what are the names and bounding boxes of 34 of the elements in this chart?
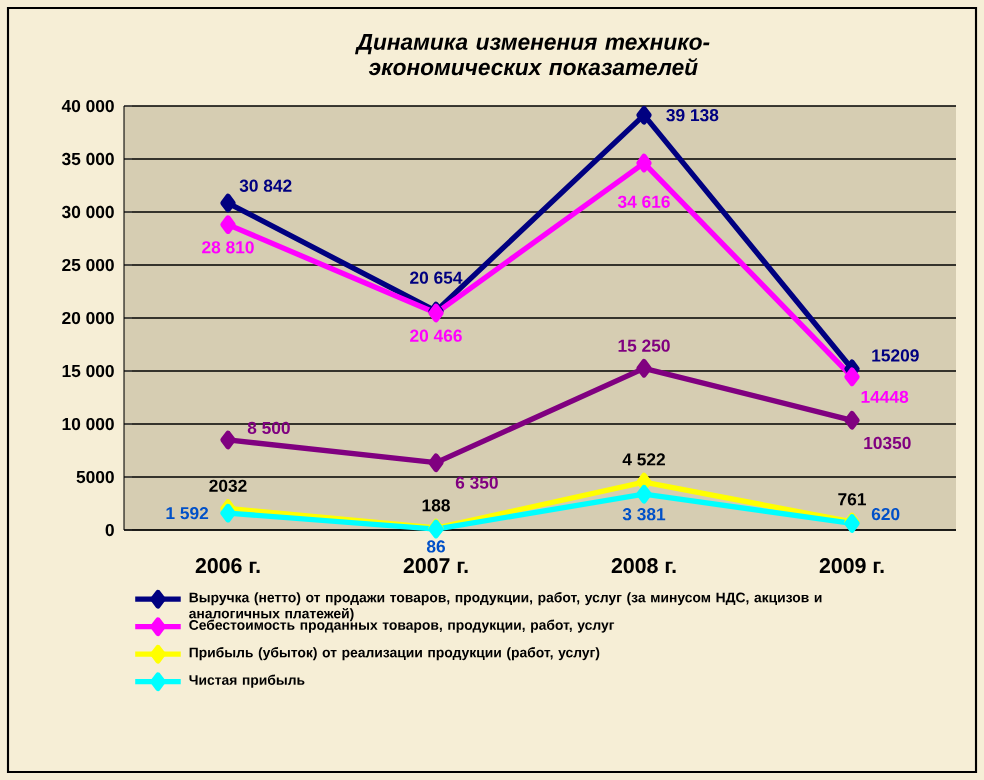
- y-tick-label: 0: [105, 523, 114, 537]
- y-tick-label: 40 000: [61, 99, 114, 113]
- data-label: 39 138: [666, 109, 719, 122]
- data-label: 15209: [872, 349, 919, 362]
- data-label: 30 842: [239, 179, 292, 192]
- data-label: 620: [871, 507, 900, 521]
- data-label: 20 466: [410, 329, 462, 342]
- y-tick-label: 30 000: [61, 205, 114, 219]
- data-label: 3 381: [622, 508, 666, 521]
- x-tick-label: 2009 г.: [819, 558, 884, 574]
- data-label: 28 810: [202, 241, 254, 254]
- data-label: 20 654: [410, 271, 463, 284]
- data-label: 1 592: [166, 507, 209, 520]
- y-tick-label: 5000: [76, 470, 114, 484]
- data-label: 34 616: [617, 195, 670, 208]
- y-tick-label: 15 000: [62, 364, 114, 378]
- y-tick-label: 10 000: [62, 417, 114, 431]
- y-tick-label: 25 000: [62, 258, 114, 272]
- data-label: 4 522: [622, 453, 665, 466]
- y-tick-label: 20 000: [62, 311, 114, 325]
- x-tick-label: 2008 г.: [611, 558, 676, 574]
- data-label: 10350: [864, 436, 911, 450]
- y-tick-label: 35 000: [61, 152, 114, 166]
- chart-title: Динамика изменения технико-экономических показателей: [355, 34, 710, 76]
- x-tick-label: 2006 г.: [195, 558, 260, 574]
- data-label: 86: [426, 540, 445, 553]
- x-tick-label: 2007 г.: [403, 558, 468, 574]
- data-label: 14448: [861, 390, 909, 403]
- data-label: 8 500: [247, 421, 290, 435]
- data-label: 6 350: [455, 476, 498, 489]
- data-label: 188: [422, 499, 450, 512]
- data-label: 2032: [209, 479, 247, 492]
- data-label: 761: [838, 493, 866, 506]
- data-label: 15 250: [618, 339, 670, 352]
